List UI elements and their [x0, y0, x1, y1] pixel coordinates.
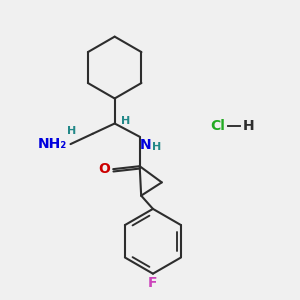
Text: H: H — [67, 126, 76, 136]
Text: H: H — [243, 119, 254, 134]
Text: H: H — [121, 116, 130, 126]
Text: O: O — [98, 162, 110, 176]
Text: NH₂: NH₂ — [38, 137, 67, 151]
Text: H: H — [152, 142, 161, 152]
Text: F: F — [148, 276, 158, 290]
Text: N: N — [140, 138, 151, 152]
Text: Cl: Cl — [210, 119, 225, 134]
